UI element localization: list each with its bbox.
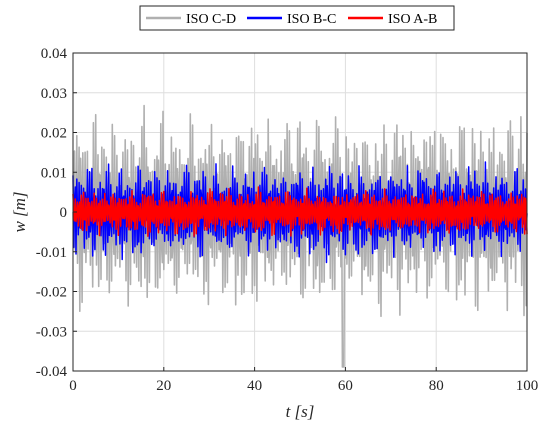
- y-tick-label: -0.04: [36, 364, 68, 380]
- y-tick-label: -0.03: [36, 324, 67, 340]
- x-tick-label: 80: [429, 378, 444, 394]
- y-tick-label: 0.01: [41, 165, 67, 181]
- legend-label-2: ISO B-C: [287, 12, 336, 27]
- x-tick-label: 100: [516, 378, 539, 394]
- legend: ISO C-D ISO B-C ISO A-B: [139, 5, 455, 31]
- y-tick-label: -0.02: [36, 285, 67, 301]
- tick-label-group: 0 20 40 60 80 100 -0.04 -0.03 -0.02 -0.01 0 0.01 0.0…: [36, 46, 539, 394]
- x-tick-label: 60: [338, 378, 353, 394]
- y-tick-label: 0.03: [41, 86, 67, 102]
- legend-label-3: ISO A-B: [388, 12, 437, 27]
- x-axis-label: t [s]: [286, 402, 315, 421]
- x-tick-label: 20: [156, 378, 171, 394]
- series-line-3: [72, 186, 528, 237]
- legend-label-1: ISO C-D: [186, 12, 236, 27]
- y-axis-label: w [m]: [10, 191, 29, 232]
- y-tick-label: -0.01: [36, 245, 67, 261]
- series-group: [72, 104, 528, 368]
- x-tick-label: 40: [247, 378, 262, 394]
- x-tick-label: 0: [69, 378, 77, 394]
- legend-box: [139, 5, 455, 31]
- tick-group: [72, 52, 528, 372]
- y-tick-label: 0.04: [41, 46, 68, 62]
- y-tick-label: 0: [60, 205, 68, 221]
- y-tick-label: 0.02: [41, 126, 67, 142]
